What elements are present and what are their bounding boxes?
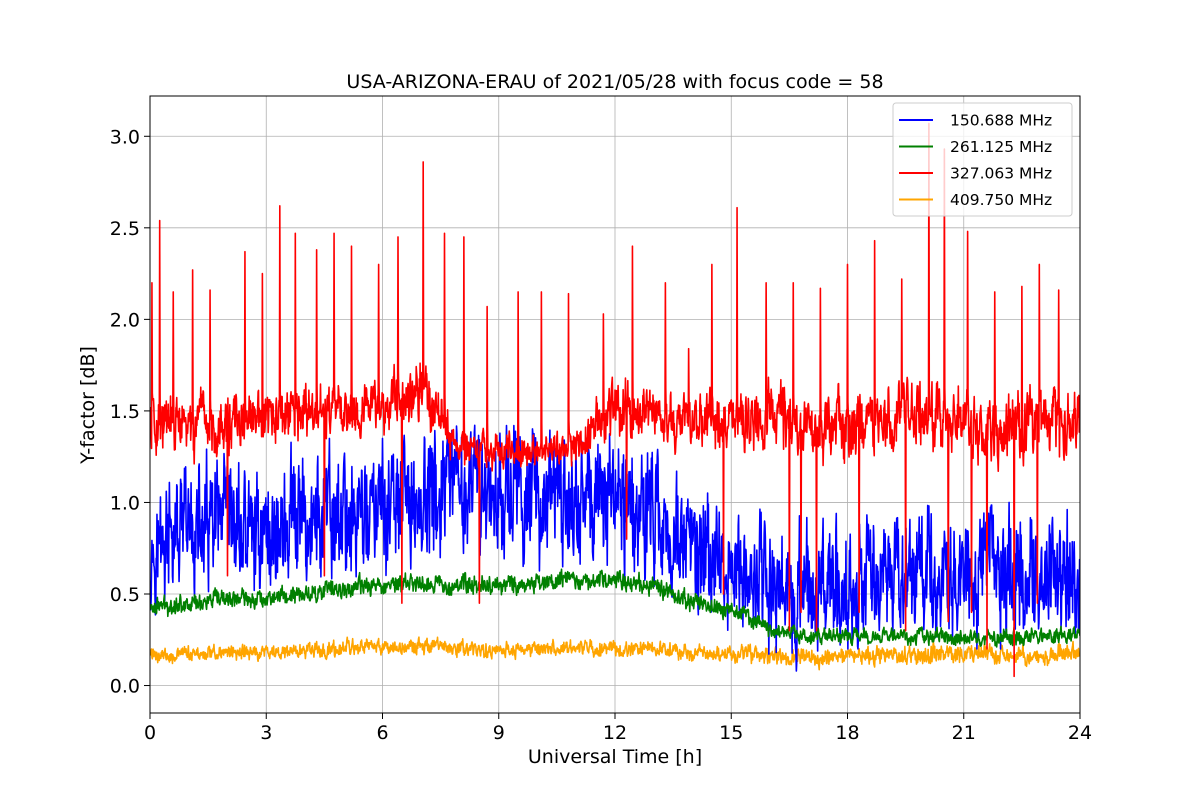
chart-title: USA-ARIZONA-ERAU of 2021/05/28 with focu…	[346, 71, 883, 93]
x-tick-label: 6	[376, 722, 388, 744]
series-line	[150, 636, 1080, 671]
y-tick-label: 2.5	[110, 218, 140, 240]
x-tick-label: 3	[260, 722, 272, 744]
series-line	[150, 424, 1080, 672]
series-layer	[150, 122, 1080, 678]
x-tick-label: 12	[603, 722, 627, 744]
x-tick-label: 21	[952, 722, 976, 744]
legend-box	[892, 102, 1073, 217]
x-tick-label: 15	[719, 722, 743, 744]
y-axis-label: Y-factor [dB]	[77, 346, 99, 465]
y-tick-label: 1.0	[110, 492, 140, 514]
x-tick-label: 0	[144, 722, 156, 744]
chart-legend: 150.688 MHz 261.125 MHz 327.063 MHz 409.750…	[892, 102, 1073, 217]
x-tick-label: 18	[835, 722, 859, 744]
legend-label: 150.688 MHz	[950, 112, 1052, 130]
y-tick-label: 0.0	[110, 676, 140, 698]
y-tick-label: 3.0	[110, 126, 140, 148]
series-line	[150, 122, 1080, 678]
axis-ticks: 0 3 6 9 12 15 18 21 24 0.0 0.5 1.0 1.5 2.0 2.5 3.0	[110, 126, 1092, 744]
x-tick-label: 24	[1068, 722, 1092, 744]
series-line	[150, 568, 1080, 648]
y-tick-label: 1.5	[110, 401, 140, 423]
legend-label: 409.750 MHz	[950, 191, 1052, 209]
x-axis-label: Universal Time [h]	[528, 746, 702, 768]
legend-label: 261.125 MHz	[950, 138, 1052, 156]
legend-label: 327.063 MHz	[950, 165, 1052, 183]
y-tick-label: 0.5	[110, 584, 140, 606]
x-tick-label: 9	[493, 722, 505, 744]
y-tick-label: 2.0	[110, 309, 140, 331]
